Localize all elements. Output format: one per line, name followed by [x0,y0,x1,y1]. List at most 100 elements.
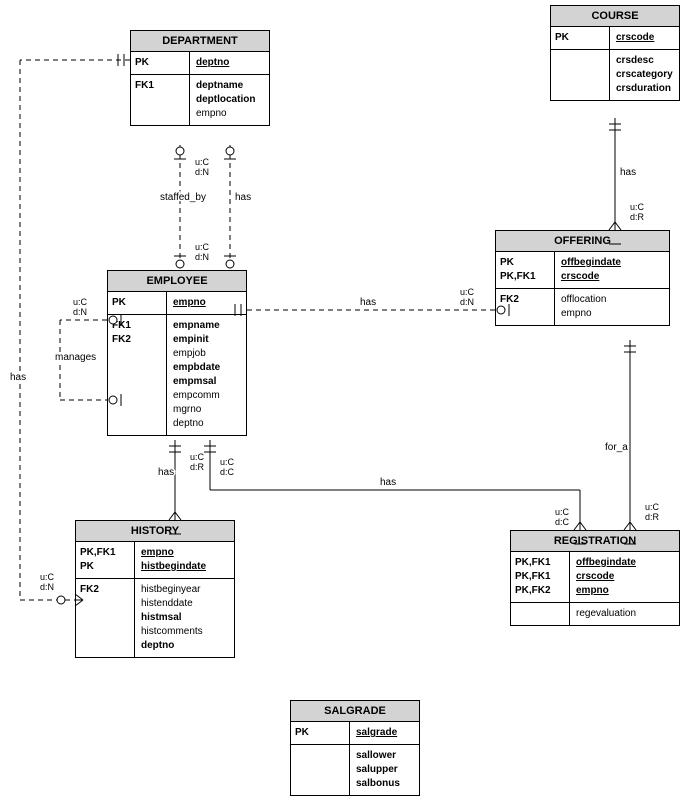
attribute: offbegindate [576,556,636,570]
entity-department: DEPARTMENTPKdeptnoFK1deptnamedeptlocatio… [130,30,270,126]
key-label [555,82,605,96]
key-label: FK1 [112,319,162,333]
cardinality-label: u:Cd:C [220,457,235,477]
entity-title: HISTORY [76,521,234,542]
relationship-label: has [158,467,174,478]
attr-column: sallowersaluppersalbonus [350,745,406,795]
attribute: offbegindate [561,256,621,270]
cardinality-label: u:Cd:N [195,242,210,262]
cardinality-label: u:Cd:C [555,507,570,527]
key-label: PK [555,31,605,45]
attribute: crsduration [616,82,673,96]
attr-column: salgrade [350,722,403,744]
attr-column: offlocationempno [555,289,612,325]
attribute: empname [173,319,220,333]
cardinality-label: u:Cd:N [40,572,55,592]
key-column: PK,FK1PK [76,542,135,578]
entity-section: PKdeptno [131,52,269,75]
attribute: histcomments [141,625,203,639]
attr-column: offbegindatecrscodeempno [570,552,642,602]
entity-salgrade: SALGRADEPK salgrade sallowersaluppersalbo… [290,700,420,796]
key-column [551,50,610,100]
key-column: PK [551,27,610,49]
attribute: crscode [616,31,654,45]
attribute: empmsal [173,375,220,389]
entity-section: FK1deptnamedeptlocationempno [131,75,269,125]
attr-column: offbegindatecrscode [555,252,627,288]
entity-section: PKempno [108,292,246,315]
relationship-label: has [360,297,376,308]
edge-course-offering-has: u:Cd:R has [609,118,645,244]
edge-dept-emp-staffed: u:Cd:Nu:Cd:Nstaffed_by [160,145,210,270]
entity-section: crsdesccrscategorycrsduration [551,50,679,100]
relationship-label: for_a [605,442,628,453]
attribute: offlocation [561,293,606,307]
entity-offering: OFFERINGPKPK,FK1offbegindatecrscodeFK2of… [495,230,670,326]
attribute: empno [196,107,255,121]
edge-emp-offering-has: u:Cd:N has [235,287,509,316]
entity-employee: EMPLOYEEPKempnoFK1FK2empnameempinitempjo… [107,270,247,436]
entity-history: HISTORYPK,FK1PKempnohistbegindateFK2hist… [75,520,235,658]
edge-offering-registration-fora: u:Cd:Rfor_a [605,340,660,544]
key-label: FK2 [80,583,130,597]
edges-layer: u:Cd:Nu:Cd:Nstaffed_byhasu:Cd:Nmanagesu:… [0,0,690,803]
key-label: PK,FK1 [515,570,565,584]
entity-title: OFFERING [496,231,669,252]
cardinality-label: u:Cd:R [190,452,205,472]
er-diagram-canvas: DEPARTMENTPKdeptnoFK1deptnamedeptlocatio… [0,0,690,803]
key-label: PK,FK1 [80,546,130,560]
attribute: histenddate [141,597,203,611]
key-label [295,749,345,763]
key-label: PK,FK2 [515,584,565,598]
entity-section: FK2offlocationempno [496,289,669,325]
edge-dept-emp-has: has [224,145,251,270]
attribute: histbegindate [141,560,206,574]
relationship-label: has [380,477,396,488]
attribute: regevaluation [576,607,636,621]
relationship-label: has [620,167,636,178]
attribute: crsdesc [616,54,673,68]
attribute: empno [561,307,606,321]
attribute: empbdate [173,361,220,375]
attribute: empjob [173,347,220,361]
attr-column: empnohistbegindate [135,542,212,578]
cardinality-label: u:Cd:R [630,202,645,222]
key-column [511,603,570,625]
attr-column: empnameempinitempjobempbdateempmsalempco… [167,315,226,435]
attr-column: empno [167,292,212,314]
attribute: salgrade [356,726,397,740]
attribute: salbonus [356,777,400,791]
key-label: FK2 [112,333,162,347]
key-label: PK,FK1 [515,556,565,570]
entity-section: PK,FK1PKempnohistbegindate [76,542,234,579]
attribute: crscategory [616,68,673,82]
key-label [555,54,605,68]
entity-section: PK salgrade [291,722,419,745]
attr-column: regevaluation [570,603,642,625]
entity-section: PK crscode [551,27,679,50]
key-column [291,745,350,795]
cardinality-label: u:Cd:N [195,157,210,177]
key-column: PK,FK1PK,FK1PK,FK2 [511,552,570,602]
attribute: empinit [173,333,220,347]
attribute: crscode [561,270,621,284]
entity-section: FK1FK2empnameempinitempjobempbdateempmsa… [108,315,246,435]
entity-title: EMPLOYEE [108,271,246,292]
entity-course: COURSEPKcrscode crsdesccrscategorycrsdur… [550,5,680,101]
attr-column: crsdesccrscategorycrsduration [610,50,679,100]
key-column: PK [291,722,350,744]
attribute: empno [576,584,636,598]
cardinality-label: u:Cd:N [460,287,475,307]
edge-emp-registration-has: u:Cd:C u:Cd:C has [204,440,586,544]
key-column: PK [108,292,167,314]
relationship-label: manages [55,352,96,363]
relationship-label: has [10,372,26,383]
attribute: deptname [196,79,255,93]
attribute: empcomm [173,389,220,403]
attribute: empno [141,546,206,560]
entity-title: SALGRADE [291,701,419,722]
key-column: FK1FK2 [108,315,167,435]
attribute: histbeginyear [141,583,203,597]
entity-section: sallowersaluppersalbonus [291,745,419,795]
key-column: FK2 [496,289,555,325]
